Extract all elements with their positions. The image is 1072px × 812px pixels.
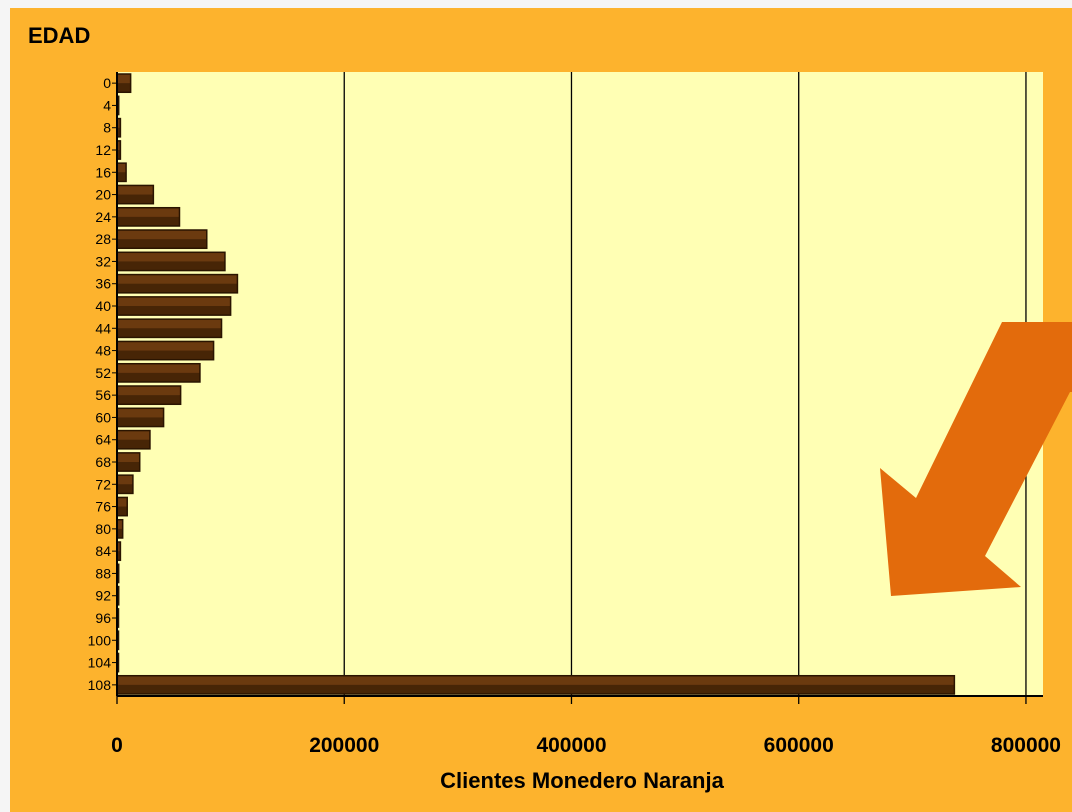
arrow-down-left-icon — [880, 322, 1072, 596]
bar-shading — [117, 239, 207, 249]
y-tick-labels: 0481216202428323640444852566064687276808… — [88, 75, 117, 693]
x-tick-labels: 0 200000 400000 600000 800000 — [111, 696, 1061, 757]
x-axis-label: Clientes Monedero Naranja — [440, 768, 724, 793]
y-tick-label: 36 — [95, 276, 111, 292]
y-tick-label: 80 — [95, 521, 111, 537]
bar-shading — [117, 462, 140, 472]
y-tick-label: 48 — [95, 343, 111, 359]
bar-shading — [117, 439, 150, 449]
plot-area — [117, 72, 1043, 696]
bars — [116, 73, 956, 695]
y-tick-label: 40 — [95, 298, 111, 314]
y-tick-label: 12 — [95, 142, 111, 158]
bar-shading — [117, 484, 133, 494]
bar-shading — [117, 506, 128, 516]
x-tick-label: 400000 — [536, 734, 606, 757]
y-tick-label: 16 — [95, 164, 111, 180]
y-tick-label: 100 — [88, 632, 112, 648]
y-tick-label: 88 — [95, 565, 111, 581]
y-tick-label: 28 — [95, 231, 111, 247]
bar-shading — [117, 261, 225, 271]
y-tick-label: 52 — [95, 365, 111, 381]
y-tick-label: 8 — [103, 120, 111, 136]
bar-shading — [117, 127, 121, 137]
y-tick-label: 20 — [95, 187, 111, 203]
bar-shading — [117, 417, 164, 427]
y-tick-label: 76 — [95, 499, 111, 515]
y-tick-label: 44 — [95, 320, 111, 336]
y-tick-label: 108 — [88, 677, 112, 693]
bar-shading — [117, 328, 222, 338]
bar-shading — [117, 395, 181, 405]
y-tick-label: 72 — [95, 476, 111, 492]
x-tick-label: 200000 — [309, 734, 379, 757]
y-tick-label: 96 — [95, 610, 111, 626]
bar-shading — [117, 528, 123, 538]
bar-shading — [117, 172, 127, 182]
chart-title: EDAD — [28, 23, 90, 48]
y-tick-label: 64 — [95, 432, 111, 448]
bar-shading — [117, 306, 231, 316]
bar-shading — [117, 83, 131, 93]
bar-shading — [117, 684, 955, 694]
y-tick-label: 56 — [95, 387, 111, 403]
y-tick-label: 60 — [95, 409, 111, 425]
bar-shading — [117, 150, 121, 160]
x-tick-label: 600000 — [764, 734, 834, 757]
y-tick-label: 4 — [103, 97, 111, 113]
y-tick-label: 104 — [88, 655, 112, 671]
bar-shading — [117, 372, 200, 382]
bar-shading — [117, 194, 154, 204]
x-tick-label: 0 — [111, 734, 123, 757]
y-tick-label: 92 — [95, 588, 111, 604]
y-tick-label: 24 — [95, 209, 111, 225]
bar-shading — [117, 551, 121, 561]
bar-shading — [117, 350, 214, 360]
bar-shading — [117, 216, 180, 226]
y-tick-label: 0 — [103, 75, 111, 91]
y-tick-label: 84 — [95, 543, 111, 559]
x-tick-label: 800000 — [991, 734, 1061, 757]
bar-shading — [117, 283, 238, 293]
y-tick-label: 32 — [95, 253, 111, 269]
y-tick-label: 68 — [95, 454, 111, 470]
